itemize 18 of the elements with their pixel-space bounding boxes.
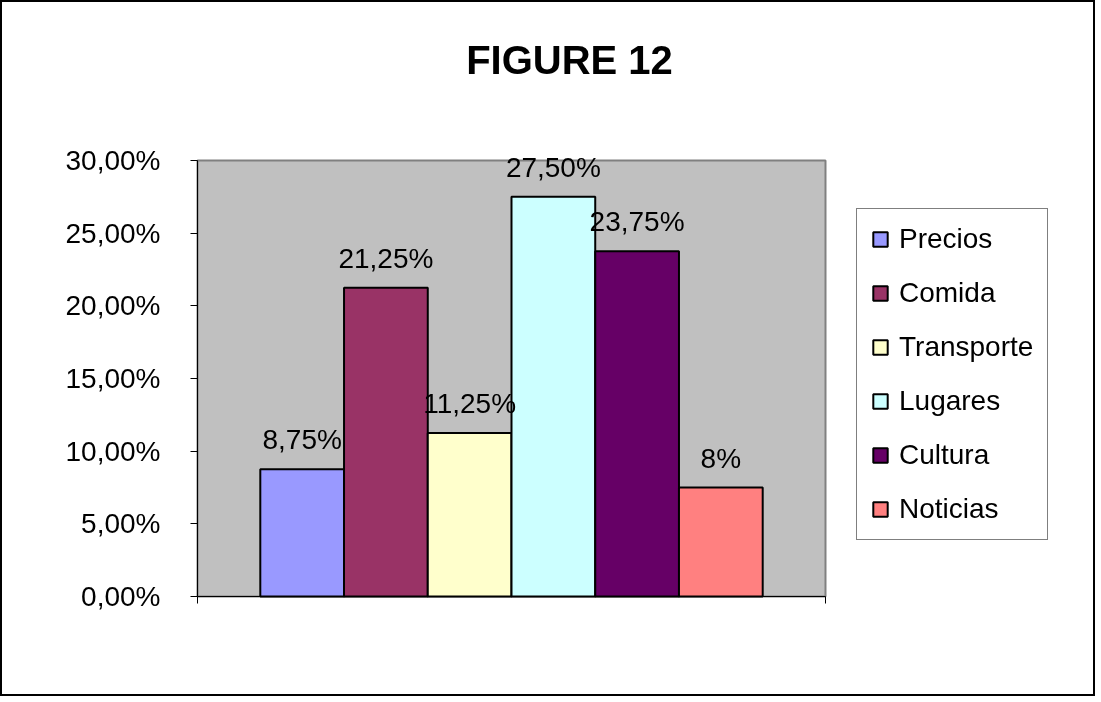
y-tick-label: 15,00%: [65, 363, 161, 394]
legend-label: Noticias: [899, 493, 999, 525]
y-tick-label: 20,00%: [65, 290, 161, 322]
data-label: 8%: [700, 442, 742, 474]
legend-label: Transporte: [899, 331, 1034, 363]
legend-label: Comida: [899, 277, 996, 309]
legend-label: Lugares: [899, 385, 1001, 417]
y-tick-label: 30,00%: [65, 145, 161, 176]
data-label: 27,50%: [505, 151, 601, 183]
legend-label: Precios: [899, 223, 993, 255]
y-tick-label: 25,00%: [65, 217, 161, 249]
data-label: 21,25%: [338, 242, 434, 274]
chart-title: FIGURE 12: [466, 37, 673, 82]
y-tick-label: 0,00%: [81, 581, 161, 612]
data-label: 8,75%: [262, 424, 342, 456]
legend-label: Cultura: [899, 439, 990, 471]
y-tick-label: 5,00%: [81, 508, 161, 540]
y-tick-label: 10,00%: [65, 435, 161, 467]
